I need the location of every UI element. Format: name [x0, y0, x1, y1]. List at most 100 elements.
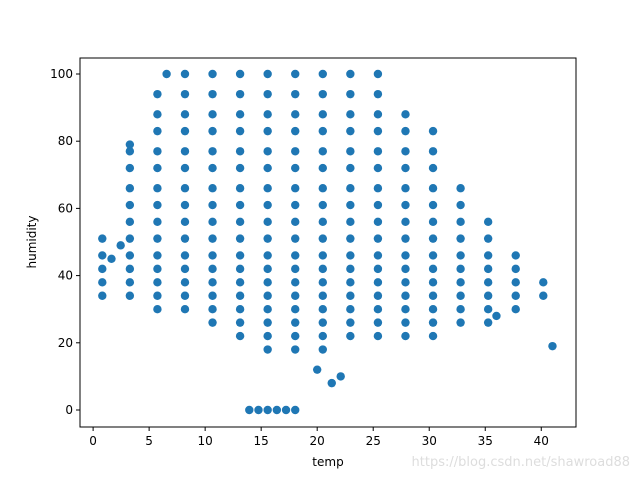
- point: [235, 69, 245, 79]
- point: [180, 163, 190, 173]
- point: [428, 126, 438, 136]
- x-tick-label: 15: [254, 434, 269, 448]
- x-tick-label: 5: [145, 434, 153, 448]
- point: [208, 251, 217, 260]
- point: [98, 278, 107, 287]
- point: [373, 234, 383, 243]
- point: [318, 234, 327, 243]
- point: [373, 304, 383, 314]
- point: [235, 318, 245, 327]
- point: [153, 234, 162, 243]
- point: [428, 234, 438, 243]
- point: [153, 184, 162, 193]
- point: [291, 200, 300, 210]
- point: [373, 278, 383, 287]
- point: [291, 278, 300, 287]
- point: [346, 304, 355, 314]
- point: [336, 372, 345, 381]
- point: [245, 405, 254, 415]
- point: [263, 184, 272, 193]
- point: [291, 184, 300, 193]
- x-tick-label: 20: [310, 434, 325, 448]
- point: [208, 217, 217, 227]
- point: [98, 234, 107, 243]
- point: [318, 251, 327, 260]
- point: [318, 304, 327, 314]
- point: [318, 345, 327, 354]
- point: [291, 291, 300, 300]
- x-tick-label: 0: [89, 434, 97, 448]
- point: [180, 291, 190, 300]
- point: [180, 251, 190, 260]
- point: [318, 217, 327, 227]
- point: [401, 234, 410, 243]
- point: [539, 278, 548, 287]
- point: [312, 365, 322, 374]
- point: [208, 234, 217, 243]
- point: [318, 126, 327, 136]
- point: [346, 264, 355, 274]
- point: [116, 241, 125, 250]
- point: [180, 234, 190, 243]
- point: [373, 147, 383, 156]
- point: [291, 217, 300, 227]
- point: [153, 163, 162, 173]
- point: [180, 264, 190, 274]
- point: [401, 251, 410, 260]
- point: [291, 405, 300, 415]
- point: [125, 140, 135, 149]
- point: [401, 126, 410, 136]
- point: [208, 291, 217, 300]
- point: [401, 278, 410, 287]
- point: [98, 251, 107, 260]
- point: [180, 147, 190, 156]
- point: [125, 291, 135, 300]
- x-tick-label: 10: [198, 434, 213, 448]
- point: [401, 291, 410, 300]
- point: [456, 184, 465, 193]
- point: [327, 378, 336, 388]
- point: [373, 69, 383, 79]
- point: [456, 291, 465, 300]
- point: [483, 304, 493, 314]
- point: [483, 234, 493, 243]
- x-tick-label: 40: [534, 434, 549, 448]
- point: [511, 251, 520, 260]
- point: [180, 278, 190, 287]
- point: [281, 405, 291, 415]
- point: [180, 126, 190, 136]
- point: [235, 278, 245, 287]
- point: [125, 200, 135, 210]
- point: [346, 184, 355, 193]
- point: [373, 126, 383, 136]
- point: [492, 311, 501, 321]
- point: [539, 291, 548, 300]
- point: [180, 304, 190, 314]
- point: [428, 184, 438, 193]
- point: [373, 184, 383, 193]
- point: [483, 278, 493, 287]
- point: [208, 278, 217, 287]
- point: [180, 89, 190, 99]
- point: [235, 217, 245, 227]
- point: [456, 251, 465, 260]
- point: [263, 251, 272, 260]
- point: [318, 318, 327, 327]
- point: [263, 291, 272, 300]
- point: [208, 110, 217, 119]
- point: [346, 69, 355, 79]
- point: [235, 147, 245, 156]
- point: [153, 291, 162, 300]
- point: [318, 291, 327, 300]
- point: [263, 304, 272, 314]
- point: [263, 278, 272, 287]
- point: [208, 147, 217, 156]
- point: [208, 126, 217, 136]
- point: [180, 200, 190, 210]
- point: [428, 331, 438, 341]
- point: [263, 217, 272, 227]
- point: [401, 331, 410, 341]
- point: [291, 234, 300, 243]
- point: [263, 110, 272, 119]
- point: [456, 217, 465, 227]
